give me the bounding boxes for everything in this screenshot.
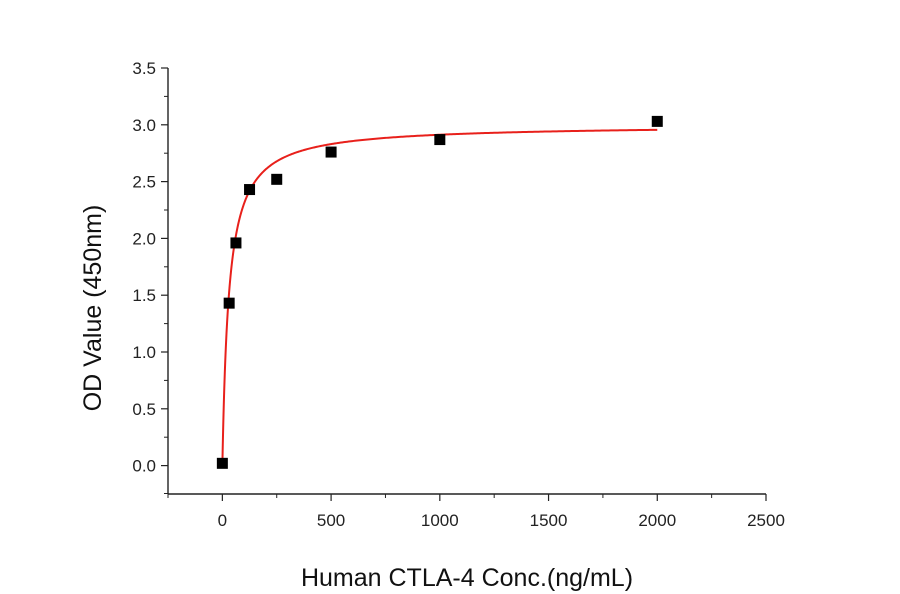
x-tick-label: 1500 [530,511,568,530]
data-point [223,297,235,309]
y-tick-label: 0.5 [132,400,156,419]
x-tick-label: 1000 [421,511,459,530]
y-tick-label: 0.0 [132,457,156,476]
y-tick-label: 1.0 [132,343,156,362]
y-tick-label: 2.5 [132,173,156,192]
x-tick-label: 0 [218,511,227,530]
fit-curve-group [221,128,658,466]
axes [167,68,766,495]
data-point [244,184,256,196]
data-point [651,115,663,127]
fit-curve [221,128,658,466]
data-point [216,457,228,469]
axis-ticks: 0.0 0.5 1.0 1.5 2.0 2.5 3.0 3.5 0 500 1000 1500 2000… [132,59,785,530]
x-tick-label: 2500 [747,511,785,530]
data-point [325,146,337,158]
y-tick-label: 2.0 [132,229,156,248]
y-tick-label: 3.0 [132,116,156,135]
x-tick-label: 2000 [638,511,676,530]
y-axis-title: OD Value (450nm) [79,205,107,412]
data-point [271,173,283,185]
y-tick-label: 3.5 [132,59,156,78]
data-point [434,134,446,146]
x-axis-title: Human CTLA-4 Conc.(ng/mL) [301,564,633,592]
y-tick-label: 1.5 [132,286,156,305]
data-point [230,237,242,249]
data-points [216,115,663,469]
x-tick-label: 500 [317,511,345,530]
